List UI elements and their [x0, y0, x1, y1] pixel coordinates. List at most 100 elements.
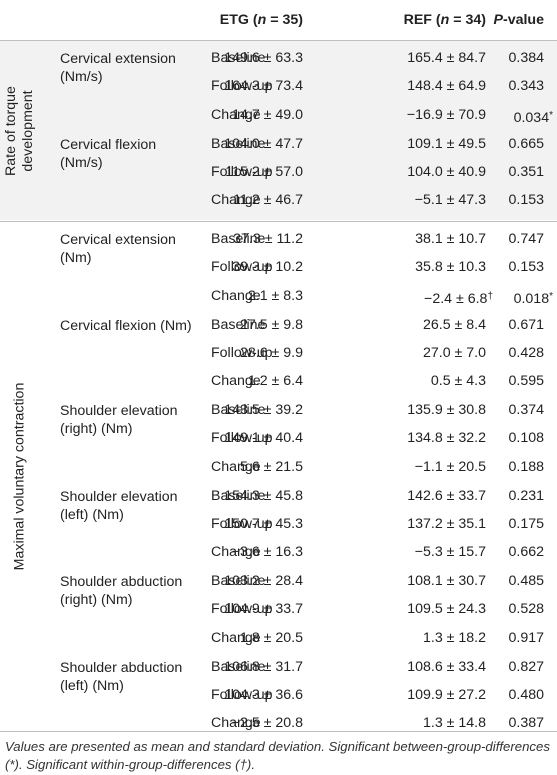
- timepoint-cell-text: Follow-up: [211, 601, 273, 618]
- timepoint-cell-text: Follow-up: [211, 259, 273, 276]
- p-value-cell: 0.018*: [514, 287, 553, 309]
- p-value-cell: 0.528: [508, 600, 544, 619]
- etg-value-cell: 149.6 ± 63.3: [224, 49, 303, 68]
- p-value-cell-text: 0.387: [508, 715, 544, 732]
- ref-value-cell-text: −2.4 ± 6.8: [424, 290, 488, 307]
- etg-value-cell-text: −2.5 ± 20.8: [231, 715, 303, 732]
- etg-value-cell: 149.1 ± 40.4: [224, 429, 303, 448]
- table-row: Baseline 149.6 ± 63.3 165.4 ± 84.7 0.384: [0, 45, 557, 73]
- p-value-cell: 0.175: [508, 515, 544, 534]
- p-value-cell: 0.917: [508, 629, 544, 648]
- table-row: Follow-up 115.2 ± 57.0 104.0 ± 40.9 0.351: [0, 159, 557, 187]
- timepoint-cell: Change: [211, 287, 261, 306]
- table-row: Follow-up 104.9 ± 33.7 109.5 ± 24.3 0.528: [0, 596, 557, 624]
- etg-value-cell: 28.6 ± 9.9: [240, 344, 303, 363]
- p-value-cell-text: 0.374: [508, 402, 544, 418]
- timepoint-cell-text: Change: [211, 458, 261, 475]
- timepoint-cell: Follow-up: [211, 600, 273, 619]
- timepoint-cell: Baseline: [211, 401, 265, 420]
- ref-value-cell: 109.1 ± 49.5: [407, 135, 486, 154]
- ref-value-cell: 0.5 ± 4.3: [431, 372, 486, 391]
- table-row: Baseline 154.3 ± 45.8 142.6 ± 33.7 0.231: [0, 483, 557, 511]
- etg-value-cell-text: 106.8 ± 31.7: [224, 658, 303, 675]
- measure-label-line: Cervical extension: [60, 51, 176, 67]
- etg-value-cell-text: 28.6 ± 9.9: [239, 344, 303, 361]
- measure-label-line: (right) (Nm): [60, 592, 133, 608]
- ref-value-cell: 27.0 ± 7.0: [423, 344, 486, 363]
- p-value-cell: 0.480: [508, 686, 544, 705]
- table-row: Change −3.6 ± 16.3 −5.3 ± 15.7 0.662: [0, 539, 557, 567]
- ref-value-cell-text: 26.5 ± 8.4: [422, 316, 486, 333]
- timepoint-cell-text: Follow-up: [211, 686, 273, 703]
- ref-value-cell-text: 38.1 ± 10.7: [415, 231, 486, 247]
- measure-label-line: Cervical flexion (Nm): [60, 317, 192, 334]
- ref-value-cell-text: 109.1 ± 49.5: [407, 135, 486, 152]
- timepoint-cell-text: Baseline: [211, 487, 266, 504]
- measure-label: Cervical extension (Nm/s): [60, 50, 176, 86]
- measure-label: Shoulder abduction (left) (Nm): [60, 659, 182, 695]
- timepoint-cell-text: Change: [211, 106, 261, 123]
- p-value-cell-text: 0.528: [508, 601, 544, 618]
- etg-value-cell: 106.8 ± 31.7: [224, 658, 303, 677]
- p-value-cell: 0.153: [508, 191, 544, 210]
- measure-label-line: Shoulder abduction: [60, 659, 183, 676]
- etg-value-cell: 104.3 ± 36.6: [224, 686, 303, 705]
- p-value-cell: 0.343: [508, 77, 544, 96]
- timepoint-cell: Baseline: [211, 135, 265, 154]
- measure-label: Cervical extension (Nm): [60, 231, 176, 267]
- ref-value-cell-text: 148.4 ± 64.9: [407, 78, 486, 95]
- ref-value-cell: −16.9 ± 70.9: [407, 106, 486, 125]
- timepoint-cell: Baseline: [211, 316, 265, 335]
- etg-value-cell-text: 150.7 ± 45.3: [224, 515, 303, 532]
- timepoint-cell: Change: [211, 543, 261, 562]
- ref-value-cell: 137.2 ± 35.1: [407, 515, 486, 534]
- table-row: Follow-up 164.3 ± 73.4 148.4 ± 64.9 0.343: [0, 73, 557, 101]
- etg-value-cell: −3.6 ± 16.3: [232, 543, 303, 562]
- measure-label: Shoulder abduction (right) (Nm): [60, 573, 182, 609]
- timepoint-cell-text: Baseline: [211, 50, 266, 66]
- ref-value-cell-text: 108.1 ± 30.7: [407, 573, 486, 589]
- etg-value-cell-text: 1.8 ± 20.5: [239, 629, 303, 646]
- table-row: Change 1.2 ± 6.4 0.5 ± 4.3 0.595: [0, 368, 557, 396]
- p-value-cell-text: 0.343: [508, 78, 544, 95]
- ref-value-cell-text: 35.8 ± 10.3: [415, 259, 486, 276]
- p-value-cell: 0.153: [508, 258, 544, 277]
- etg-value-cell: 164.3 ± 73.4: [224, 77, 303, 96]
- etg-value-cell: 1.8 ± 20.5: [240, 629, 303, 648]
- ref-value-cell: 1.3 ± 14.8: [423, 714, 486, 733]
- timepoint-cell-text: Change: [211, 373, 261, 390]
- ref-value-cell: −5.3 ± 15.7: [415, 543, 486, 562]
- table-row: Change 1.8 ± 20.5 1.3 ± 18.2 0.917: [0, 625, 557, 653]
- timepoint-cell-text: Change: [211, 287, 261, 304]
- p-value-cell-text: 0.153: [508, 259, 544, 276]
- etg-value-cell-text: 104.9 ± 33.7: [224, 601, 303, 618]
- etg-value-cell: 5.6 ± 21.5: [240, 458, 303, 477]
- p-value-cell-text: 0.018: [513, 290, 550, 307]
- p-value-cell-text: 0.188: [508, 458, 544, 475]
- etg-value-cell-text: 37.3 ± 11.2: [233, 231, 303, 247]
- p-value-cell: 0.034*: [514, 106, 553, 128]
- ref-value-cell: 1.3 ± 18.2: [423, 629, 486, 648]
- timepoint-cell-text: Change: [211, 629, 261, 646]
- etg-value-cell: 14.7 ± 49.0: [232, 106, 303, 125]
- timepoint-cell-text: Follow-up: [211, 430, 273, 447]
- table-row: Baseline 27.5 ± 9.8 26.5 ± 8.4 0.671: [0, 312, 557, 340]
- measure-label-line: Shoulder abduction: [60, 574, 183, 590]
- p-value-cell-text: 0.034: [513, 109, 550, 126]
- p-value-cell-text: 0.351: [508, 163, 544, 180]
- table-row: Follow-up 104.3 ± 36.6 109.9 ± 27.2 0.480: [0, 682, 557, 710]
- etg-value-cell: 104.9 ± 33.7: [224, 600, 303, 619]
- column-header-p-value: P-value: [493, 12, 544, 28]
- timepoint-cell-text: Change: [211, 715, 261, 732]
- p-value-cell: 0.351: [508, 163, 544, 182]
- etg-value-cell: 39.3 ± 10.2: [232, 258, 303, 277]
- ref-value-cell: 134.8 ± 32.2: [407, 429, 486, 448]
- ref-value-cell-text: −16.9 ± 70.9: [406, 106, 486, 123]
- measure-label-line: Cervical flexion: [60, 136, 157, 153]
- p-value-cell: 0.188: [508, 458, 544, 477]
- table-row: Follow-up 28.6 ± 9.9 27.0 ± 7.0 0.428: [0, 340, 557, 368]
- p-value-cell-text: 0.917: [508, 629, 544, 646]
- ref-value-cell: 35.8 ± 10.3: [415, 258, 486, 277]
- timepoint-cell: Follow-up: [211, 686, 273, 705]
- ref-value-cell: −1.1 ± 20.5: [415, 458, 486, 477]
